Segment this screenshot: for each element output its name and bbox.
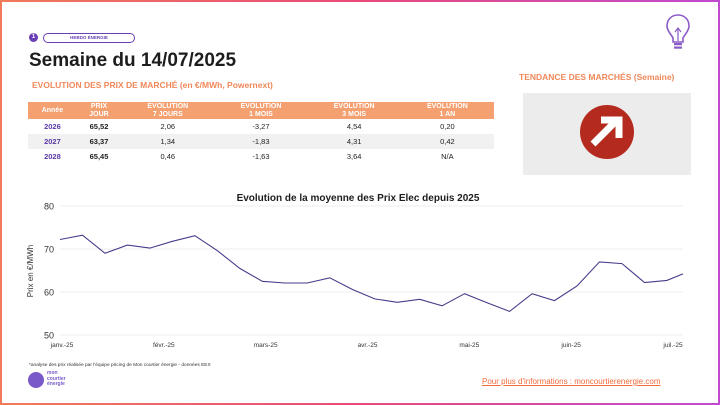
x-tick-label: juin-25 [560, 342, 581, 349]
price-table: Année PRIX JOUR EVOLUTION 7 JOURS EVOLUTIO… [28, 102, 494, 164]
cell-evo-1y: 0,42 [400, 134, 494, 149]
header-evo-7d: EVOLUTION 7 JOURS [121, 102, 215, 119]
table-row: 2027 63,37 1,34 -1,83 4,31 0,42 [28, 134, 494, 149]
logo-text: mon courtier énergie [47, 370, 66, 387]
cell-evo-1y: 0,20 [440, 122, 455, 131]
x-tick-label: mars-25 [254, 342, 278, 349]
table-row: 2028 65,45 0,46 -1,63 3,64 N/A [28, 149, 494, 164]
section-label-badge: HEBDO ÉNERGIE [43, 33, 135, 43]
cell-evo-1m: -1,83 [214, 134, 308, 149]
arrow-up-right-icon [580, 105, 634, 159]
x-tick-label: juil.-25 [662, 342, 683, 349]
y-tick-label: 80 [44, 202, 54, 212]
cell-evo-3m: 4,31 [307, 134, 401, 149]
header-evo-1m: EVOLUTION 1 MOIS [214, 102, 308, 119]
cell-year: 2027 [28, 134, 77, 149]
cell-evo-1m: -3,27 [252, 122, 270, 131]
header-year: Année [28, 102, 77, 119]
cell-year: 2026 [44, 122, 61, 131]
cell-evo-7d: 1,34 [121, 134, 215, 149]
cell-year: 2028 [44, 152, 61, 161]
table-subtitle: EVOLUTION DES PRIX DE MARCHÉ (en €/MWh, … [32, 80, 273, 90]
cell-evo-1y: N/A [441, 152, 454, 161]
cell-evo-7d: 0,46 [160, 152, 176, 161]
y-axis-label: Prix en €/MWh [26, 245, 35, 297]
cell-evo-7d: 2,06 [160, 122, 176, 131]
cell-price: 63,37 [76, 134, 122, 149]
header-price: PRIX JOUR [76, 102, 122, 119]
section-number-badge: 1 [29, 33, 38, 42]
header-evo-3m: EVOLUTION 3 MOIS [307, 102, 401, 119]
chart-title: Evolution de la moyenne des Prix Elec de… [237, 193, 480, 204]
website-link[interactable]: Pour plus d'informations : moncourtieren… [482, 377, 661, 386]
series-line [59, 234, 684, 313]
x-tick-label: févr.-25 [153, 342, 175, 349]
x-tick-label: mai-25 [459, 342, 479, 349]
header-evo-1y: EVOLUTION 1 AN [400, 102, 494, 119]
table-header-row: Année PRIX JOUR EVOLUTION 7 JOURS EVOLUTIO… [28, 102, 494, 119]
cell-evo-1m: -1,63 [252, 152, 270, 161]
y-tick-label: 70 [44, 245, 54, 255]
trend-title: TENDANCE DES MARCHÉS (Semaine) [519, 72, 675, 82]
cell-price: 65,52 [89, 122, 109, 131]
page-title: Semaine du 14/07/2025 [29, 50, 237, 71]
x-tick-label: janv.-25 [50, 342, 74, 349]
cell-evo-3m: 4,54 [346, 122, 362, 131]
cell-evo-3m: 3,64 [346, 152, 362, 161]
y-tick-label: 60 [44, 288, 54, 298]
y-tick-label: 50 [44, 331, 54, 341]
lightbulb-icon [666, 14, 690, 49]
footnote: *analyse des prix réalisée par l'équipe … [29, 363, 211, 368]
table-row: 2026 65,52 2,06 -3,27 4,54 0,20 [28, 119, 494, 134]
cell-price: 65,45 [89, 152, 109, 161]
x-tick-label: avr.-25 [358, 342, 378, 349]
company-logo [28, 372, 44, 388]
